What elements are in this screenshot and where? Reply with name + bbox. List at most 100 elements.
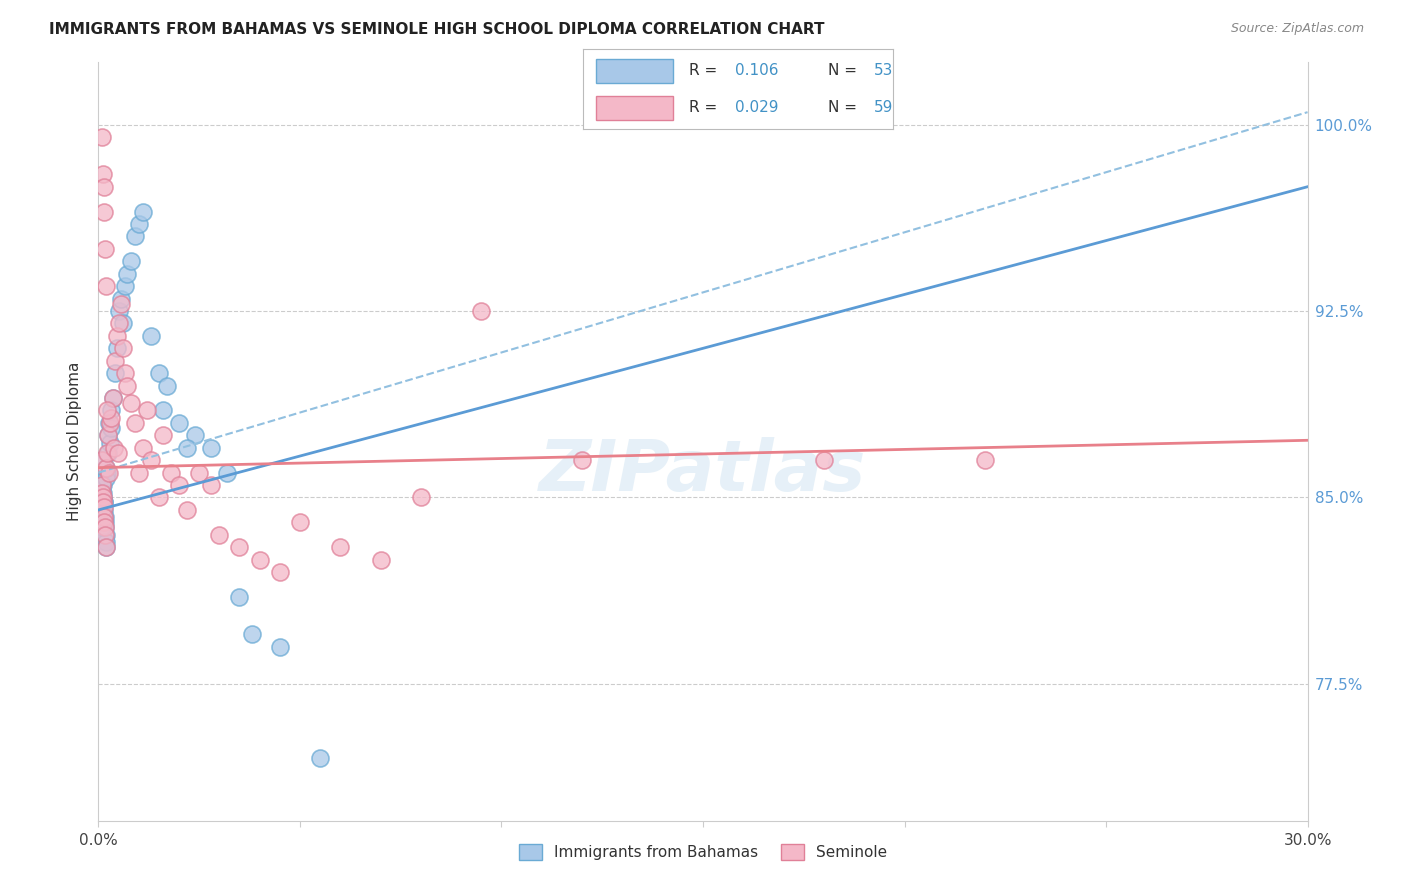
Point [200, 441, 222, 455]
Point [98, 435, 121, 450]
Point [110, 296, 132, 310]
Point [91, 478, 114, 492]
Point [91, 516, 114, 530]
Point [269, 565, 291, 579]
Point [571, 453, 593, 467]
Point [111, 317, 134, 331]
Point [97, 466, 120, 480]
Text: N =: N = [828, 100, 862, 115]
Point [120, 254, 142, 268]
Point [100, 403, 122, 417]
Point [124, 229, 146, 244]
Point [96, 466, 118, 480]
Point [101, 391, 124, 405]
Point [100, 421, 122, 435]
Point [249, 552, 271, 566]
Point [107, 446, 129, 460]
Text: ZIPatlas: ZIPatlas [540, 437, 866, 507]
Point [329, 540, 352, 554]
Point [94, 279, 117, 293]
Point [148, 366, 170, 380]
Legend: Immigrants from Bahamas, Seminole: Immigrants from Bahamas, Seminole [513, 838, 893, 866]
Point [97, 428, 120, 442]
Point [148, 491, 170, 505]
Point [90, 453, 112, 467]
Point [96, 540, 118, 554]
Point [100, 411, 122, 425]
Point [97, 446, 120, 460]
Point [167, 478, 190, 492]
Point [370, 552, 392, 566]
Point [91, 130, 114, 145]
Text: R =: R = [689, 100, 721, 115]
Point [91, 520, 114, 534]
Point [110, 292, 132, 306]
Point [813, 453, 835, 467]
Point [409, 491, 432, 505]
Point [139, 453, 162, 467]
Point [94, 510, 117, 524]
FancyBboxPatch shape [596, 95, 673, 120]
Point [132, 441, 155, 455]
Point [98, 416, 121, 430]
Point [160, 466, 183, 480]
Point [93, 500, 115, 515]
Point [91, 485, 114, 500]
Point [91, 167, 114, 181]
Point [470, 304, 492, 318]
Point [96, 446, 118, 460]
Text: R =: R = [689, 63, 721, 78]
Point [176, 441, 198, 455]
Point [91, 491, 114, 505]
Point [94, 242, 117, 256]
Point [103, 441, 125, 455]
Point [188, 466, 211, 480]
Point [128, 466, 150, 480]
Point [124, 416, 146, 430]
Text: 59: 59 [875, 100, 894, 115]
Point [105, 329, 128, 343]
Point [94, 535, 117, 549]
Point [98, 416, 121, 430]
Point [91, 485, 114, 500]
Point [91, 491, 114, 505]
Point [240, 627, 263, 641]
Point [94, 528, 117, 542]
Point [152, 428, 174, 442]
Point [91, 478, 114, 492]
Point [152, 403, 174, 417]
FancyBboxPatch shape [596, 59, 673, 83]
Point [93, 495, 115, 509]
Point [105, 341, 128, 355]
Point [91, 470, 114, 484]
Point [288, 516, 311, 530]
Point [94, 520, 117, 534]
Point [120, 396, 142, 410]
Point [107, 317, 129, 331]
Point [128, 217, 150, 231]
Point [94, 516, 117, 530]
Text: IMMIGRANTS FROM BAHAMAS VS SEMINOLE HIGH SCHOOL DIPLOMA CORRELATION CHART: IMMIGRANTS FROM BAHAMAS VS SEMINOLE HIGH… [49, 22, 825, 37]
Point [309, 751, 332, 765]
Point [93, 179, 115, 194]
Point [217, 466, 239, 480]
Y-axis label: High School Diploma: High School Diploma [67, 362, 83, 521]
Point [91, 495, 114, 509]
Point [93, 204, 115, 219]
Text: Source: ZipAtlas.com: Source: ZipAtlas.com [1230, 22, 1364, 36]
Point [93, 503, 115, 517]
Point [111, 341, 134, 355]
Point [135, 403, 157, 417]
Point [94, 540, 117, 554]
Text: 53: 53 [875, 63, 894, 78]
Point [96, 460, 118, 475]
Point [184, 428, 207, 442]
Point [176, 503, 198, 517]
Point [208, 528, 231, 542]
Point [269, 640, 291, 654]
Point [93, 495, 115, 509]
Point [94, 528, 117, 542]
Point [94, 470, 117, 484]
Point [97, 428, 120, 442]
Point [90, 453, 112, 467]
